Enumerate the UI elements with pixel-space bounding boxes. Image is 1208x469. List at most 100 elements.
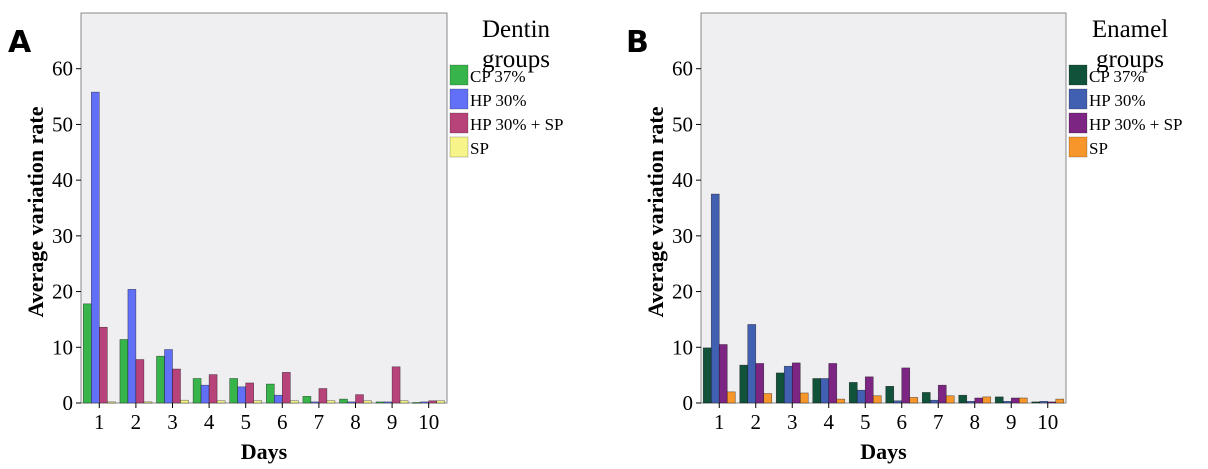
bar	[812, 378, 822, 404]
panel-label-a: A	[8, 25, 32, 60]
bar	[172, 368, 181, 404]
x-tick-label: 4	[824, 410, 835, 434]
legend-label: SP	[1089, 139, 1108, 158]
legend-swatch	[1068, 64, 1088, 86]
x-tick-label: 8	[350, 410, 361, 434]
bar	[428, 400, 438, 404]
bar	[310, 401, 320, 404]
legend-label: HP 30% + SP	[470, 115, 564, 134]
legend-swatch	[1068, 112, 1088, 134]
bar	[253, 400, 262, 404]
bar	[937, 384, 947, 404]
bar	[83, 303, 92, 404]
bar	[783, 365, 793, 404]
bar	[848, 382, 858, 404]
bar	[893, 400, 903, 404]
y-tick-label: 60	[52, 57, 73, 81]
legend-item: CP 37%	[1068, 64, 1145, 86]
y-tick-label: 20	[672, 280, 693, 304]
legend-label: HP 30% + SP	[1089, 115, 1183, 134]
legend-item: HP 30%	[1068, 88, 1146, 110]
y-tick-label: 0	[683, 391, 694, 415]
bar	[945, 395, 955, 404]
bar	[702, 347, 712, 404]
bar	[143, 401, 153, 404]
bar	[375, 401, 385, 404]
x-tick-label: 6	[277, 410, 288, 434]
bar	[383, 401, 393, 404]
x-tick-label: 4	[204, 410, 215, 434]
bar	[412, 402, 422, 404]
bar	[339, 398, 348, 404]
legend-label: HP 30%	[1089, 91, 1146, 110]
legend-swatch	[449, 64, 469, 86]
legend-label: CP 37%	[1089, 67, 1145, 86]
bar	[436, 400, 446, 404]
bar	[872, 395, 882, 404]
legend-swatch	[449, 88, 469, 110]
bar	[1002, 401, 1012, 404]
plot-area	[700, 12, 1067, 404]
bar	[127, 289, 137, 404]
y-tick-label: 50	[52, 112, 73, 136]
bars	[83, 91, 446, 404]
y-axis-title: Average variation rate	[23, 106, 48, 317]
x-tick-label: 1	[94, 410, 105, 434]
bar	[1010, 397, 1020, 404]
y-tick-label: 30	[672, 224, 693, 248]
bar	[901, 367, 911, 404]
bar	[929, 399, 939, 404]
bar	[208, 374, 218, 404]
y-tick-label: 20	[52, 280, 73, 304]
x-axis-title: Days	[860, 439, 907, 464]
bar	[864, 376, 874, 404]
bar	[718, 344, 728, 404]
bar	[958, 394, 968, 404]
chart-a: 0 10 20 30 40 50 60 1 2 3 4 5 6 7 8 9 10 Days Average vari…	[23, 12, 564, 464]
y-axis-title: Average variation rate	[643, 106, 668, 317]
bar	[192, 378, 202, 404]
y-tick-label: 30	[52, 224, 73, 248]
bar	[799, 392, 809, 404]
x-tick-label: 10	[418, 410, 439, 434]
bar	[836, 398, 846, 404]
bar	[302, 396, 312, 404]
x-tick-label: 6	[897, 410, 908, 434]
bar	[755, 363, 765, 404]
bar	[119, 339, 129, 404]
panel-label-b: B	[626, 25, 649, 60]
bar	[91, 91, 100, 404]
legend-item: HP 30% + SP	[1068, 112, 1183, 134]
bar	[164, 349, 173, 404]
x-tick-label: 9	[1006, 410, 1017, 434]
bar	[1047, 401, 1057, 404]
x-tick-label: 5	[860, 410, 871, 434]
bar	[273, 394, 283, 404]
y-tick-label: 40	[52, 168, 73, 192]
legend-item: HP 30%	[449, 88, 527, 110]
x-tick-label: 7	[314, 410, 325, 434]
y-tick-label: 10	[52, 335, 73, 359]
y-tick-label: 10	[672, 335, 693, 359]
x-tick-label: 7	[933, 410, 944, 434]
bar	[739, 364, 749, 404]
legend-label: SP	[470, 139, 489, 158]
plot-area	[80, 12, 448, 404]
bar	[326, 400, 336, 404]
bar	[763, 393, 773, 404]
bar	[391, 366, 401, 404]
bar	[399, 400, 409, 404]
bar	[245, 382, 254, 404]
bar	[1018, 397, 1028, 404]
legend-label: CP 37%	[470, 67, 526, 86]
bar	[966, 401, 976, 404]
x-tick-label: 5	[240, 410, 251, 434]
bar	[135, 359, 145, 404]
x-tick-label: 9	[387, 410, 398, 434]
chart-b: 0 10 20 30 40 50 60 1 2 3 4 5 6 7 8 9 10 Days Average vari…	[643, 12, 1183, 464]
x-tick-label: 3	[787, 410, 798, 434]
bar	[974, 397, 984, 404]
